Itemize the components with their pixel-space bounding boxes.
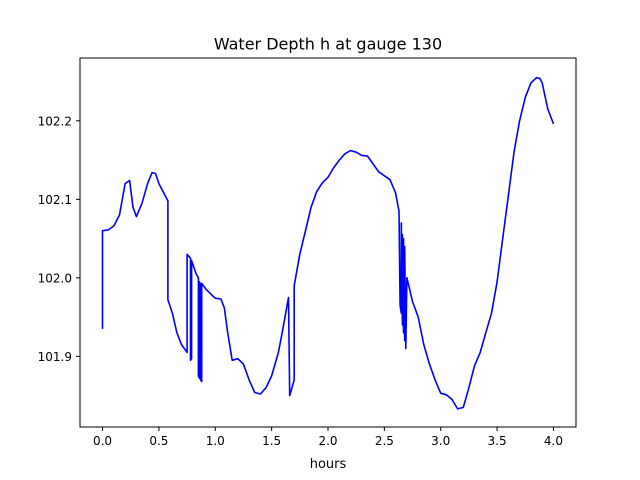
x-tick-label: 2.0 [318, 434, 337, 448]
y-tick-label: 102.0 [38, 271, 72, 285]
y-tick-label: 102.2 [38, 114, 72, 128]
x-tick-label: 4.0 [544, 434, 563, 448]
x-tick-label: 3.5 [488, 434, 507, 448]
plot-area [79, 57, 577, 428]
x-tick-label: 0.0 [93, 434, 112, 448]
x-axis: 0.0 0.5 1.0 1.5 2.0 2.5 3.0 3.5 4.0 [93, 427, 563, 448]
y-tick-label: 102.1 [38, 193, 72, 207]
plot-background [80, 58, 576, 427]
x-tick-label: 1.5 [262, 434, 281, 448]
x-tick-label: 0.5 [149, 434, 168, 448]
y-tick-label: 101.9 [38, 350, 72, 364]
y-axis: 101.9 102.0 102.1 102.2 [38, 114, 80, 364]
x-tick-label: 2.5 [375, 434, 394, 448]
x-tick-label: 1.0 [206, 434, 225, 448]
x-axis-label: hours [310, 457, 347, 472]
x-tick-label: 3.0 [431, 434, 450, 448]
chart-title: Water Depth h at gauge 130 [214, 35, 442, 54]
series-line-water-depth [101, 76, 555, 410]
series-group [101, 76, 555, 410]
